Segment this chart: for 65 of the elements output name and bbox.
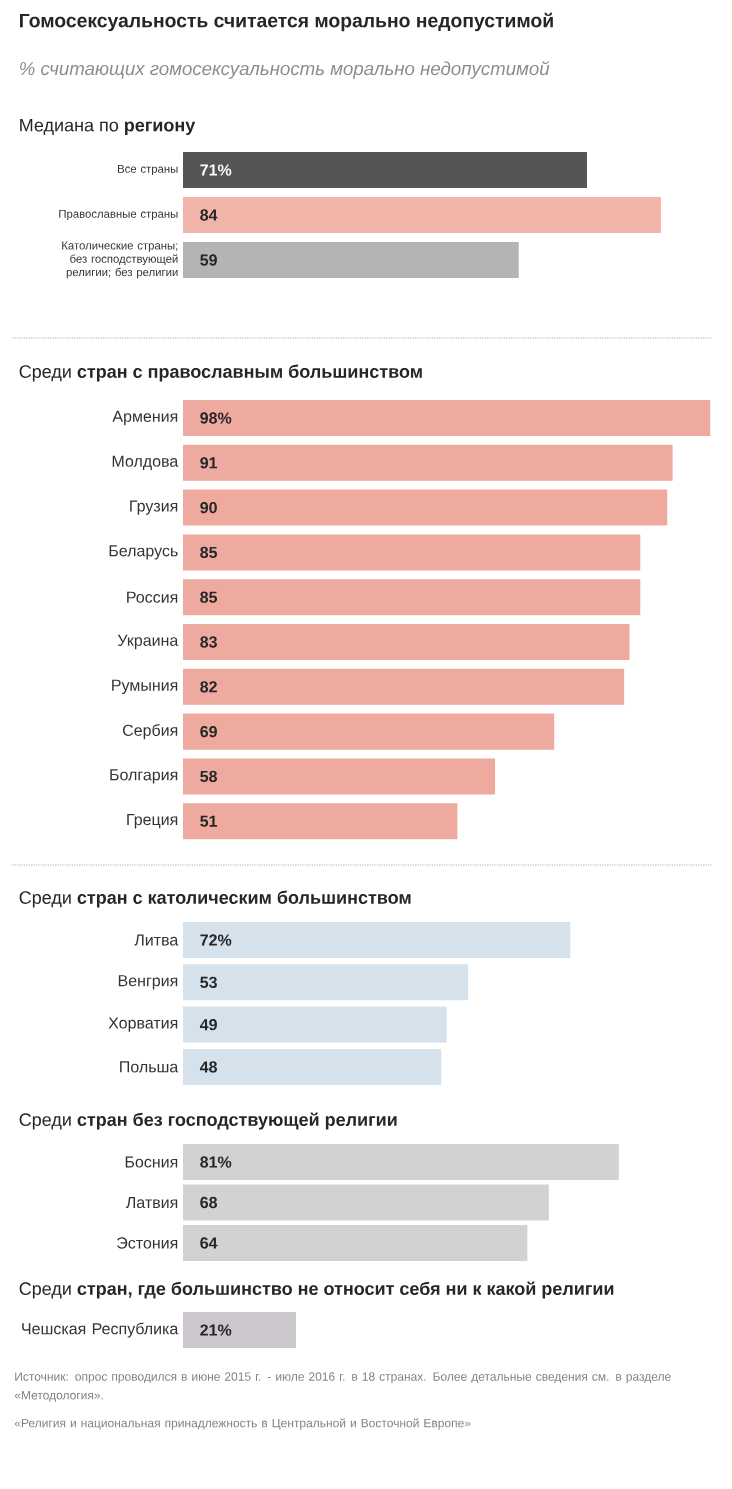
data-label: 85 <box>200 546 218 559</box>
y-tick-label: Все страны <box>118 164 178 176</box>
bar <box>183 444 673 481</box>
bar <box>183 922 571 959</box>
data-label: 68 <box>200 1196 218 1209</box>
bar <box>183 803 458 840</box>
chart-title: Среди стран с православным большинством <box>19 364 422 382</box>
data-label: 82 <box>200 681 217 693</box>
bar <box>183 400 711 437</box>
bar <box>183 668 625 705</box>
bar <box>183 1006 447 1043</box>
chart-title: Гомосексуальность считается морально недопустимой <box>20 12 553 32</box>
data-label: 51 <box>200 815 218 827</box>
bar <box>183 964 469 1001</box>
data-label: 72% <box>200 934 232 946</box>
y-tick-label: Сербия <box>122 724 178 740</box>
data-label: 69 <box>200 725 217 738</box>
y-tick-label: Хорватия <box>108 1017 178 1032</box>
bar <box>183 713 555 750</box>
text: «Религия и национальная принадлежность в Центральной и Восточной Европе» <box>14 1418 471 1430</box>
bar <box>183 579 641 616</box>
data-label: 91 <box>200 457 218 469</box>
y-tick-label: Россия <box>127 591 178 603</box>
data-label: 49 <box>199 1018 217 1031</box>
y-tick-label: Латвия <box>125 1196 178 1209</box>
data-label: 64 <box>200 1237 218 1249</box>
y-tick-label: Грузия <box>130 500 178 515</box>
y-tick-label: Болгария <box>110 769 178 784</box>
bar <box>183 624 630 661</box>
y-tick-label: Греция <box>127 814 178 829</box>
data-label: 81% <box>200 1156 232 1168</box>
y-tick-label: Польша <box>120 1061 179 1073</box>
data-label: 84 <box>200 209 218 221</box>
y-tick-label: Босния <box>125 1156 178 1168</box>
y-tick-label: Католические страны; без господствующей религии; без религии <box>62 241 178 279</box>
y-tick-label: Беларусь <box>109 545 178 560</box>
chart-title: Среди стран с католическим большинством <box>19 890 411 908</box>
data-label: 58 <box>200 770 218 783</box>
data-label: 98% <box>200 412 232 424</box>
y-tick-label: Литва <box>134 934 179 946</box>
data-label: 21% <box>200 1324 232 1336</box>
y-tick-label: Чешская Республика <box>22 1322 179 1338</box>
y-tick-label: Румыния <box>112 679 178 694</box>
bar <box>183 1048 442 1085</box>
data-label: 90 <box>200 501 217 514</box>
y-tick-label: Венгрия <box>118 975 178 990</box>
data-label: 71% <box>200 164 232 176</box>
data-label: 48 <box>199 1061 218 1073</box>
y-tick-label: Украина <box>117 634 179 650</box>
y-tick-label: Эстония <box>117 1237 178 1249</box>
data-label: 59 <box>200 254 217 266</box>
y-tick-label: Молдова <box>112 455 179 470</box>
text: Медиана по региону <box>20 118 196 136</box>
chart-subtitle: % считающих гомосексуальность морально недопустимой <box>20 61 550 79</box>
y-tick-label: Армения <box>112 410 178 426</box>
data-label: 85 <box>200 591 218 603</box>
annotation: Источник: опрос проводился в июне 2015 г. - июле 2016 г. в 18 странах. Более детальные сведения см. в разделе «Методология». <box>14 1372 671 1402</box>
data-label: 83 <box>200 636 217 648</box>
data-label: 53 <box>200 976 217 988</box>
bar <box>183 758 496 795</box>
y-tick-label: Православные страны <box>59 209 178 221</box>
chart-title: Среди стран без господствующей религии <box>19 1112 397 1130</box>
bar <box>183 534 641 571</box>
bar <box>183 489 668 526</box>
chart-title: Среди стран, где большинство не относит себя ни к какой религии <box>19 1281 614 1299</box>
